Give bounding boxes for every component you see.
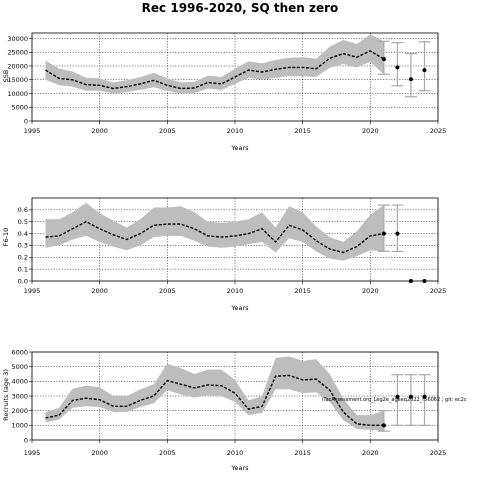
x-tick-label: 2015	[294, 127, 311, 135]
x-tick-label: 2020	[362, 449, 379, 457]
x-tick-label: 2005	[159, 449, 176, 457]
confidence-band	[45, 356, 384, 432]
y-tick-label: 0.4	[18, 230, 28, 238]
x-tick-label: 2005	[159, 127, 176, 135]
y-tick-label: 4000	[11, 378, 28, 386]
y-tick-label: 5000	[11, 363, 28, 371]
last-estimate-point	[381, 423, 386, 428]
last-estimate-point	[381, 231, 386, 236]
x-tick-label: 2010	[227, 449, 244, 457]
x-tick-label: 2020	[362, 287, 379, 295]
x-tick-label: 2000	[91, 449, 108, 457]
last-estimate-point	[381, 57, 386, 62]
x-tick-label: 1995	[24, 287, 41, 295]
x-tick-label: 1995	[24, 127, 41, 135]
projection-point	[408, 394, 413, 399]
figure-title: Rec 1996-2020, SQ then zero	[142, 1, 339, 15]
projection-point	[422, 394, 427, 399]
y-tick-label: 0	[24, 436, 28, 444]
y-tick-label: 0	[24, 117, 28, 125]
y-tick-label: 0.2	[18, 254, 28, 262]
x-axis-label: Years	[230, 304, 249, 312]
y-tick-label: 20000	[7, 62, 28, 70]
y-tick-label: 0.0	[18, 277, 28, 285]
y-tick-label: 0.6	[18, 206, 28, 214]
y-tick-label: 3000	[11, 392, 28, 400]
y-tick-label: 0.5	[18, 218, 28, 226]
x-tick-label: 2025	[430, 449, 447, 457]
x-tick-label: 2010	[227, 127, 244, 135]
x-tick-label: 2010	[227, 287, 244, 295]
x-tick-label: 2025	[430, 287, 447, 295]
y-axis-label: F6-10	[2, 228, 10, 247]
projection-point	[395, 394, 400, 399]
projection-point	[422, 68, 427, 73]
panel-3: 1995 2000 2005 2010 2015 2020 2025 0 1000 2000 300…	[2, 348, 446, 472]
x-tick-label: 2000	[91, 287, 108, 295]
projection-point	[395, 65, 400, 70]
x-axis-label: Years	[230, 464, 249, 472]
panels: 1995 2000 2005 2010 2015 2020 2025050001000015…	[2, 32, 447, 472]
y-axis-label: Recruits (age 3)	[2, 369, 10, 421]
x-tick-label: 1995	[24, 449, 41, 457]
projection-point	[395, 231, 400, 236]
y-tick-label: 25000	[7, 49, 28, 57]
x-tick-label: 2015	[294, 287, 311, 295]
confidence-band	[45, 202, 384, 261]
x-tick-label: 2005	[159, 287, 176, 295]
projection-point	[422, 279, 427, 283]
y-axis-label: SSB	[2, 70, 10, 83]
panel-1: 1995 2000 2005 2010 2015 2020 2025 0 5000 10000 15…	[2, 32, 447, 152]
estimate-line	[45, 50, 385, 90]
x-tick-label: 2025	[430, 127, 447, 135]
panel-2: 1995 2000 2005 2010 2015 2020 2025 0.0 0.1 0.2 0.3…	[2, 197, 447, 312]
y-tick-label: 1000	[11, 422, 28, 430]
x-tick-label: 2000	[91, 127, 108, 135]
estimate-line	[45, 220, 385, 254]
y-tick-label: 0.3	[18, 242, 28, 250]
y-tick-label: 10000	[7, 90, 28, 98]
y-tick-label: 5000	[11, 104, 28, 112]
x-tick-label: 2020	[362, 127, 379, 135]
x-tick-label: 2015	[294, 449, 311, 457]
y-tick-label: 0.1	[18, 265, 28, 273]
source-annotation: iTacAssessment.org_Leg2e_ageeq2022_r5606…	[322, 397, 467, 403]
y-tick-label: 30000	[7, 35, 28, 43]
projection-point	[408, 77, 413, 82]
x-axis-label: Years	[230, 144, 249, 152]
projection-point	[408, 279, 413, 283]
confidence-band	[45, 34, 384, 94]
estimate-line	[45, 374, 384, 426]
y-tick-label: 2000	[11, 407, 28, 415]
y-tick-label: 15000	[7, 76, 28, 84]
y-tick-label: 6000	[11, 348, 28, 356]
